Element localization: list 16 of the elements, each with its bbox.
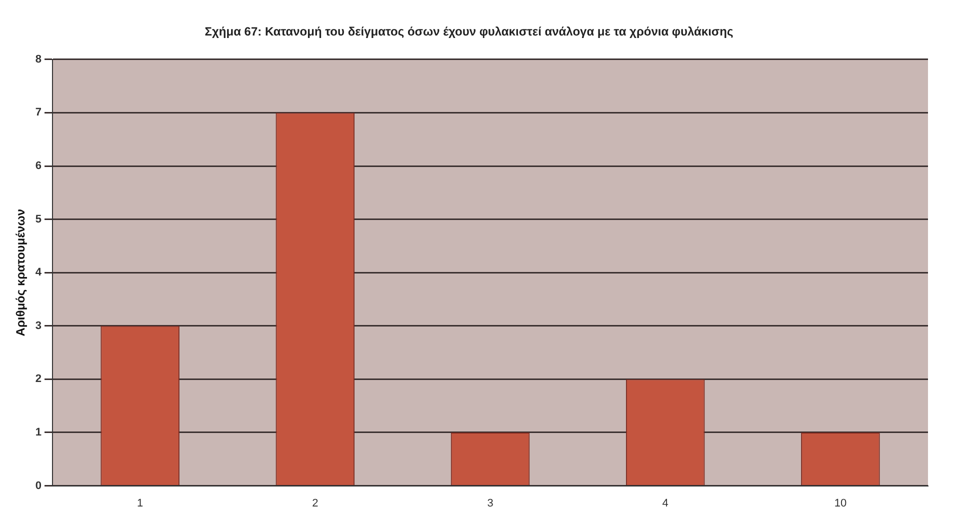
chart-title: Σχήμα 67: Κατανομή του δείγματος όσων έχουν φυλακιστεί ανάλογα με τα χρόνια φυλάκισης xyxy=(204,24,734,39)
x-tick-label: 10 xyxy=(834,497,847,510)
x-tick-label: 1 xyxy=(137,497,144,510)
x-tick-label: 2 xyxy=(312,497,318,510)
y-tick-label: 2 xyxy=(35,373,42,386)
x-tick-label: 4 xyxy=(662,497,668,510)
y-tick-label: 6 xyxy=(35,160,42,172)
y-tick-label: 3 xyxy=(35,320,42,332)
y-tick-label: 5 xyxy=(35,213,42,226)
y-tick-label: 0 xyxy=(35,480,42,492)
y-tick-label: 8 xyxy=(35,53,42,66)
y-tick-label: 4 xyxy=(35,266,42,279)
y-tick-label: 1 xyxy=(35,426,42,439)
x-tick-label: 3 xyxy=(487,497,494,510)
y-axis-title: Αριθμός κρατουμένων xyxy=(14,208,28,336)
y-tick-label: 7 xyxy=(35,106,42,119)
